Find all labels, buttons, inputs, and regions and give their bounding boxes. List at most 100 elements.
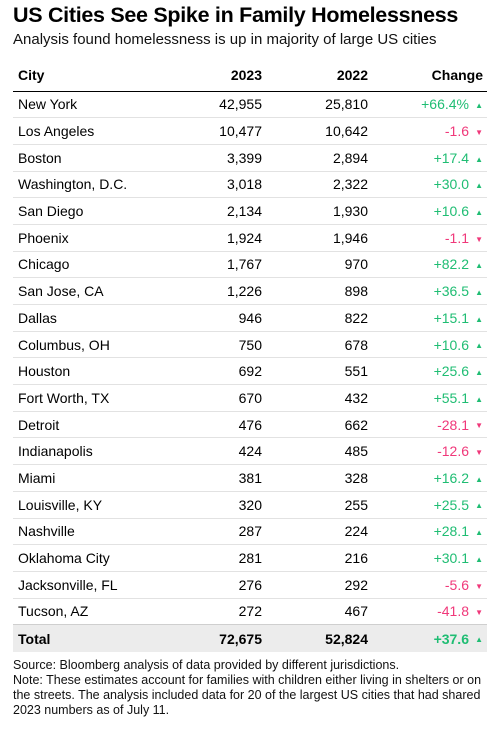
table-row: Oklahoma City 281 216 +30.1 ▲ <box>13 545 487 572</box>
change-cell: +10.6 ▲ <box>372 198 487 225</box>
change-cell: -1.6 ▼ <box>372 118 487 145</box>
column-header-city: City <box>13 63 181 92</box>
value-2022-cell: 1,946 <box>332 229 368 246</box>
column-header-2022: 2022 <box>266 63 372 92</box>
value-2023-cell: 3,399 <box>226 149 262 166</box>
value-2022-cell: 216 <box>344 550 368 567</box>
city-cell: Oklahoma City <box>18 550 110 567</box>
table-row: Louisville, KY 320 255 +25.5 ▲ <box>13 491 487 518</box>
change-value: -41.8 <box>437 603 469 620</box>
table-header-row: City 2023 2022 Change <box>13 63 487 92</box>
value-2022-cell: 10,642 <box>325 123 368 140</box>
value-2023-cell: 3,018 <box>226 176 262 193</box>
change-cell: +28.1 ▲ <box>372 518 487 545</box>
table-row: Tucson, AZ 272 467 -41.8 ▼ <box>13 598 487 625</box>
value-2022-cell: 1,930 <box>332 203 368 220</box>
change-cell: +82.2 ▲ <box>372 251 487 278</box>
city-cell: Miami <box>18 469 56 486</box>
city-cell: Indianapolis <box>18 443 93 460</box>
triangle-up-icon: ▲ <box>475 181 483 191</box>
value-2023-cell: 424 <box>238 443 262 460</box>
change-value: +30.1 <box>433 550 469 567</box>
value-2023-cell: 287 <box>238 523 262 540</box>
value-2022-cell: 2,322 <box>332 176 368 193</box>
city-cell: Fort Worth, TX <box>18 389 110 406</box>
table-row: Washington, D.C. 3,018 2,322 +30.0 ▲ <box>13 171 487 198</box>
chart-title: US Cities See Spike in Family Homelessne… <box>13 3 459 27</box>
change-cell: +55.1 ▲ <box>372 385 487 412</box>
table-row: Chicago 1,767 970 +82.2 ▲ <box>13 251 487 278</box>
city-cell: Detroit <box>18 416 60 433</box>
change-value: -12.6 <box>437 443 469 460</box>
total-row: Total 72,675 52,824 +37.6 ▲ <box>13 624 487 652</box>
value-2023-cell: 476 <box>238 416 262 433</box>
value-2022-cell: 970 <box>344 256 368 273</box>
change-value: -1.1 <box>444 229 469 246</box>
triangle-up-icon: ▲ <box>475 154 483 164</box>
value-2022-cell: 662 <box>344 416 368 433</box>
table-row: Dallas 946 822 +15.1 ▲ <box>13 305 487 332</box>
city-cell: Phoenix <box>18 229 69 246</box>
change-value: -1.6 <box>444 123 469 140</box>
change-value: -28.1 <box>437 416 469 433</box>
total-label: Total <box>13 624 181 652</box>
triangle-up-icon: ▲ <box>475 635 483 645</box>
change-cell: +25.5 ▲ <box>372 491 487 518</box>
value-2022-cell: 2,894 <box>332 149 368 166</box>
change-cell: +15.1 ▲ <box>372 305 487 332</box>
triangle-down-icon: ▼ <box>475 421 483 431</box>
triangle-down-icon: ▼ <box>475 608 483 618</box>
value-2022-cell: 432 <box>344 389 368 406</box>
change-value: +25.5 <box>433 496 469 513</box>
table-row: Phoenix 1,924 1,946 -1.1 ▼ <box>13 224 487 252</box>
change-value: +17.4 <box>433 149 469 166</box>
change-value: +82.2 <box>433 256 469 273</box>
total-2022: 52,824 <box>266 624 372 652</box>
change-cell: +66.4% ▲ <box>372 91 487 118</box>
total-2023: 72,675 <box>181 624 266 652</box>
city-cell: Columbus, OH <box>18 336 110 353</box>
table-row: San Diego 2,134 1,930 +10.6 ▲ <box>13 198 487 225</box>
change-cell: +30.1 ▲ <box>372 545 487 572</box>
change-cell: +17.4 ▲ <box>372 144 487 171</box>
total-change-cell: +37.6 ▲ <box>372 624 487 652</box>
triangle-up-icon: ▲ <box>475 261 483 271</box>
value-2023-cell: 381 <box>238 469 262 486</box>
source-text: Source: Bloomberg analysis of data provi… <box>13 658 400 672</box>
value-2023-cell: 2,134 <box>226 203 262 220</box>
value-2023-cell: 750 <box>238 336 262 353</box>
change-value: +10.6 <box>433 203 469 220</box>
value-2022-cell: 328 <box>344 469 368 486</box>
change-cell: -41.8 ▼ <box>372 598 487 625</box>
triangle-down-icon: ▼ <box>475 234 483 244</box>
value-2022-cell: 485 <box>344 443 368 460</box>
change-value: +10.6 <box>433 336 469 353</box>
value-2022-cell: 898 <box>344 283 368 300</box>
city-cell: Boston <box>18 149 62 166</box>
column-header-change: Change <box>372 63 487 92</box>
change-value: +16.2 <box>433 469 469 486</box>
city-cell: Houston <box>18 363 71 380</box>
note-text: Note: These estimates account for famili… <box>13 673 482 717</box>
triangle-up-icon: ▲ <box>475 341 483 351</box>
triangle-down-icon: ▼ <box>475 448 483 458</box>
table-row: Fort Worth, TX 670 432 +55.1 ▲ <box>13 385 487 412</box>
city-cell: Los Angeles <box>18 123 95 140</box>
change-cell: -12.6 ▼ <box>372 438 487 465</box>
city-cell: Jacksonville, FL <box>18 576 118 593</box>
table-row: Detroit 476 662 -28.1 ▼ <box>13 411 487 438</box>
city-cell: San Jose, CA <box>18 283 104 300</box>
value-2023-cell: 1,226 <box>226 283 262 300</box>
change-value: +55.1 <box>433 389 469 406</box>
city-cell: Washington, D.C. <box>18 176 128 193</box>
value-2022-cell: 551 <box>344 363 368 380</box>
value-2023-cell: 276 <box>238 576 262 593</box>
triangle-up-icon: ▲ <box>475 528 483 538</box>
change-cell: +16.2 ▲ <box>372 465 487 492</box>
city-cell: Louisville, KY <box>18 496 103 513</box>
city-cell: San Diego <box>18 203 84 220</box>
triangle-up-icon: ▲ <box>475 394 483 404</box>
change-value: +25.6 <box>433 363 469 380</box>
table-row: Los Angeles 10,477 10,642 -1.6 ▼ <box>13 118 487 145</box>
change-value: +36.5 <box>433 283 469 300</box>
